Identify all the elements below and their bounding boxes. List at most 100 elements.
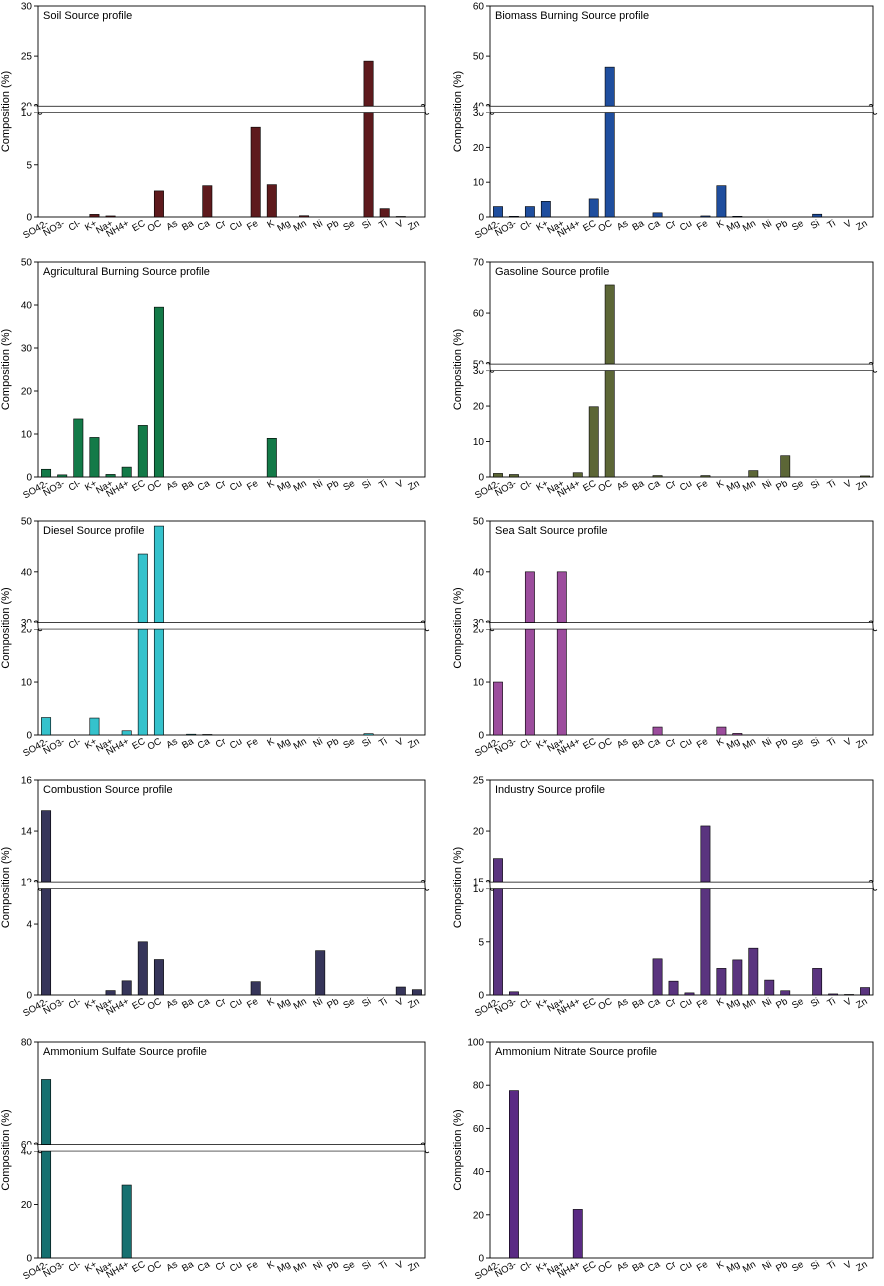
axis-break-mark [420,104,430,115]
bar-ec [137,941,148,996]
y-tick-label: 10 [473,884,485,895]
bar-fe [700,475,711,478]
y-tick-label: 25 [473,776,485,787]
x-tick-label: Cr [664,1259,678,1274]
y-tick-label: 50 [473,517,485,528]
chart-panel-sea-salt-source-profile: 01020304050SO42-NO3-Cl-K+Na+NH4+ECOCAsBa… [452,517,884,759]
x-tick-label: Ni [311,996,324,1010]
x-tick-label: As [615,218,630,233]
bar-mn [748,947,759,996]
bar-oc-lower [604,370,615,478]
x-tick-label: OC [146,736,164,753]
x-tick-label: K [265,218,277,231]
x-tick-label: Ba [180,218,196,234]
chart-title: Soil Source profile [43,10,132,22]
bar-fe [250,981,261,996]
bar-mg [732,959,743,996]
x-tick-label: Pb [774,478,790,493]
bar-zn [411,989,422,996]
x-tick-label: V [843,996,855,1009]
bar-ec-upper [137,553,148,623]
x-tick-label: K+ [83,996,99,1012]
bar-no3 [509,474,519,478]
y-tick-label: 10 [21,430,33,441]
x-tick-label: K [715,218,727,231]
x-tick-label: Ni [760,736,773,750]
bar-oc-lower [604,112,615,218]
bar-na [105,990,116,996]
chart-title: Ammonium Nitrate Source profile [495,1046,657,1058]
x-tick-label: As [615,996,630,1011]
bar-ca [652,475,663,478]
bar-no3 [57,474,68,478]
bar-k [716,726,727,736]
y-tick-label: 40 [21,1147,33,1158]
x-tick-label: Mg [276,1259,293,1275]
x-tick-label: EC [130,996,147,1012]
x-tick-label: Ti [826,736,838,749]
y-tick-label: 60 [473,1124,485,1135]
x-tick-label: Pb [325,1259,341,1274]
x-tick-label: Mg [276,736,293,752]
x-tick-label: V [394,736,406,749]
x-tick-label: Zn [406,218,421,233]
axis-break-gap [26,106,437,113]
x-tick-label: Zn [406,478,421,493]
x-tick-label: Zn [854,478,869,493]
bar-ec [588,198,599,218]
x-tick-label: V [843,478,855,491]
bar-fe [250,126,261,218]
y-tick-label: 20 [21,625,33,636]
x-tick-label: As [164,996,179,1011]
x-tick-label: K [265,996,277,1009]
axis-break-mark [33,620,43,632]
x-tick-label: Mn [741,218,758,234]
x-tick-label: Mn [741,1259,758,1275]
x-tick-label: OC [146,1259,164,1276]
x-tick-label: Ca [646,1259,663,1275]
x-tick-label: K [715,996,727,1009]
y-tick-label: 20 [473,625,485,636]
bar-so42 [493,473,503,478]
x-tick-label: K+ [535,736,551,752]
bar-mn [299,215,310,218]
x-tick-label: Ba [631,996,647,1012]
x-tick-label: Pb [774,736,790,751]
y-axis-label: Composition (%) [452,587,464,668]
axis-break-mark [33,880,43,891]
bar-so42-lower [41,1150,52,1259]
y-tick-label: 80 [473,1081,485,1092]
x-tick-label: Cr [664,736,678,751]
y-tick-label: 10 [473,178,485,189]
bar-si [812,968,823,996]
y-axis-label: Composition (%) [0,329,12,410]
chart-title: Ammonium Sulfate Source profile [43,1046,207,1058]
x-tick-label: EC [130,218,147,234]
x-tick-label: EC [130,736,147,752]
y-axis-label: Composition (%) [0,847,12,928]
x-tick-label: Fe [695,996,710,1011]
x-tick-label: K [265,1259,277,1272]
bar-na [105,215,116,218]
x-tick-label: Pb [325,218,341,233]
x-tick-label: Cu [678,996,694,1012]
y-tick-label: 30 [473,108,485,119]
x-tick-label: Si [809,996,822,1010]
x-tick-label: As [615,478,630,493]
y-axis-label: Composition (%) [452,1109,464,1190]
y-tick-label: 20 [473,827,485,838]
bar-cu [684,992,695,996]
x-tick-label: OC [146,996,164,1013]
x-tick-label: K+ [535,996,551,1012]
x-tick-label: K [265,736,277,749]
x-tick-label: Se [790,1259,806,1274]
x-tick-label: As [164,1259,179,1274]
x-tick-label: Mn [741,996,758,1012]
axis-break-mark [868,620,878,632]
bar-ca [202,185,213,218]
x-tick-label: Se [341,218,357,233]
x-tick-label: Cu [678,478,694,494]
x-tick-label: Ti [826,218,838,231]
x-tick-label: Cu [678,736,694,752]
